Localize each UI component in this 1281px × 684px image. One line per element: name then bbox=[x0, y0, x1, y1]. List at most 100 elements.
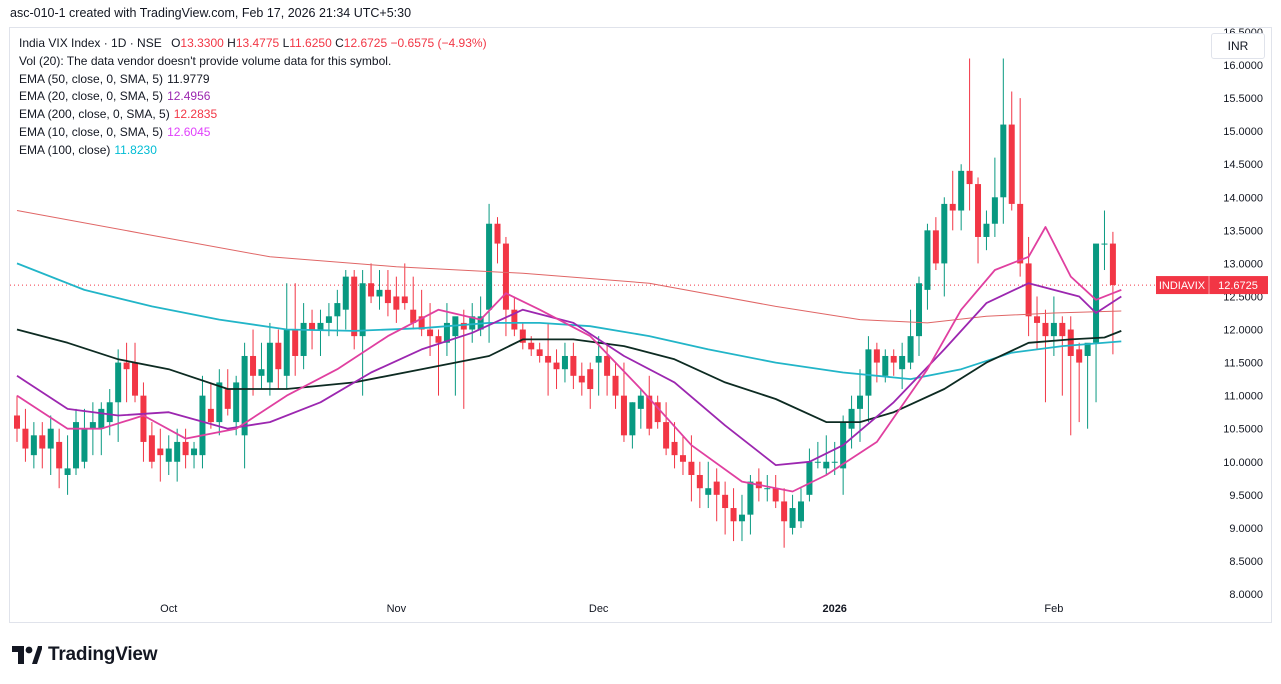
price-axis-label: 11.0000 bbox=[1224, 391, 1263, 403]
candle-body bbox=[620, 395, 627, 436]
candle-body bbox=[873, 349, 880, 363]
candle-body bbox=[663, 422, 670, 449]
candle-body bbox=[814, 461, 821, 463]
candle-body bbox=[646, 395, 653, 429]
symbol-title[interactable]: India VIX Index · 1D · NSE bbox=[19, 36, 162, 50]
low-label: L bbox=[282, 36, 290, 50]
candle-body bbox=[351, 276, 358, 337]
price-axis-label: 13.5000 bbox=[1223, 225, 1263, 237]
indicator-list: EMA (50, close, 0, SMA, 5) 11.9779 EMA (20… bbox=[19, 71, 487, 160]
indicator-row[interactable]: EMA (100, close) 11.8230 bbox=[19, 142, 487, 160]
ohlc-row: India VIX Index · 1D · NSE O13.3300 H13.… bbox=[19, 35, 487, 53]
price-axis-label: 12.5000 bbox=[1223, 291, 1263, 303]
candle-body bbox=[165, 448, 172, 462]
candle-body bbox=[983, 223, 990, 237]
chart-caption: asc-010-1 created with TradingView.com, … bbox=[10, 6, 412, 20]
candle-body bbox=[975, 184, 982, 237]
indicator-value: 11.8230 bbox=[114, 142, 157, 157]
candle-body bbox=[831, 461, 838, 463]
candle-body bbox=[14, 415, 20, 429]
candle-body bbox=[882, 355, 889, 376]
candle-body bbox=[275, 342, 282, 370]
price-tag-value: 12.6725 bbox=[1218, 280, 1258, 292]
candle-body bbox=[612, 375, 619, 396]
candle-body bbox=[199, 395, 206, 456]
high-value: 13.4775 bbox=[235, 36, 280, 50]
candle-body bbox=[216, 382, 223, 423]
candle-body bbox=[654, 402, 661, 423]
candle-body bbox=[1093, 243, 1100, 343]
open-value: 13.3300 bbox=[180, 36, 224, 50]
candle-body bbox=[435, 336, 442, 343]
candle-body bbox=[123, 362, 130, 370]
indicator-value: 12.6045 bbox=[167, 124, 211, 139]
candle-body bbox=[384, 289, 391, 304]
candle-body bbox=[578, 375, 585, 383]
indicator-row[interactable]: EMA (200, close, 0, SMA, 5) 12.2835 bbox=[19, 106, 487, 124]
ema-line-ema20 bbox=[16, 282, 1122, 466]
candle-body bbox=[300, 322, 307, 356]
price-axis-label: 8.5000 bbox=[1229, 556, 1263, 568]
candle-body bbox=[359, 283, 366, 337]
indicator-row[interactable]: EMA (20, close, 0, SMA, 5) 12.4956 bbox=[19, 88, 487, 106]
last-price-tag: INDIAVIX 12.6725 bbox=[1156, 276, 1268, 295]
candle-body bbox=[418, 316, 425, 330]
candle-body bbox=[1076, 349, 1083, 363]
candle-body bbox=[738, 514, 745, 522]
candle-body bbox=[991, 197, 998, 224]
candle-body bbox=[570, 355, 577, 376]
candle-body bbox=[1050, 322, 1057, 337]
price-axis-label: 15.0000 bbox=[1223, 126, 1263, 138]
candle-body bbox=[865, 349, 872, 396]
tradingview-logo-icon bbox=[12, 646, 42, 664]
candle-body bbox=[958, 170, 965, 211]
candle-body bbox=[806, 461, 813, 495]
candle-body bbox=[494, 223, 501, 244]
candle-body bbox=[157, 448, 164, 456]
candle-body bbox=[637, 395, 644, 409]
candle-body bbox=[781, 501, 788, 522]
candle-body bbox=[22, 428, 29, 449]
candle-body bbox=[629, 402, 636, 436]
candle-body bbox=[334, 303, 341, 317]
indicator-row[interactable]: EMA (50, close, 0, SMA, 5) 11.9779 bbox=[19, 71, 487, 89]
candle-body bbox=[393, 296, 400, 310]
candle-body bbox=[823, 461, 830, 469]
candle-body bbox=[1000, 124, 1007, 198]
candle-body bbox=[401, 296, 408, 304]
candle-body bbox=[174, 441, 181, 462]
close-value: 12.6725 bbox=[343, 36, 388, 50]
candle-body bbox=[73, 422, 80, 469]
candle-body bbox=[486, 223, 493, 310]
high-label: H bbox=[227, 36, 236, 50]
candle-body bbox=[671, 441, 678, 456]
close-label: C bbox=[335, 36, 344, 50]
candle-body bbox=[924, 230, 931, 290]
chart-legend: India VIX Index · 1D · NSE O13.3300 H13.… bbox=[19, 35, 487, 160]
time-axis-label: Nov bbox=[387, 603, 407, 615]
candle-body bbox=[191, 448, 198, 456]
price-axis-label: 8.0000 bbox=[1229, 589, 1263, 601]
candle-body bbox=[368, 283, 375, 297]
price-chart[interactable]: 8.0000 8.5000 9.0000 9.5000 10.0000 10.5000 11… bbox=[10, 28, 1271, 622]
candle-body bbox=[949, 203, 956, 211]
candle-body bbox=[56, 441, 63, 469]
volume-row[interactable]: Vol (20): The data vendor doesn't provid… bbox=[19, 53, 392, 68]
candle-body bbox=[460, 322, 467, 330]
candle-body bbox=[283, 329, 290, 376]
candle-body bbox=[511, 309, 518, 330]
price-axis-label: 16.0000 bbox=[1223, 60, 1263, 72]
candle-body bbox=[1025, 263, 1032, 317]
currency-selector[interactable]: INR bbox=[1211, 33, 1265, 59]
candle-body bbox=[443, 322, 450, 343]
tradingview-logo[interactable]: TradingView bbox=[12, 644, 158, 666]
price-axis-label: 10.0000 bbox=[1223, 457, 1263, 469]
indicator-row[interactable]: EMA (10, close, 0, SMA, 5) 12.6045 bbox=[19, 124, 487, 142]
candle-body bbox=[1034, 316, 1041, 323]
candle-body bbox=[1017, 203, 1024, 264]
candle-body bbox=[89, 422, 96, 429]
candle-body bbox=[1067, 329, 1074, 356]
chart-frame[interactable]: 8.0000 8.5000 9.0000 9.5000 10.0000 10.5000 11… bbox=[9, 27, 1272, 623]
price-axis-label: 9.5000 bbox=[1229, 490, 1263, 502]
candle-body bbox=[410, 309, 417, 323]
